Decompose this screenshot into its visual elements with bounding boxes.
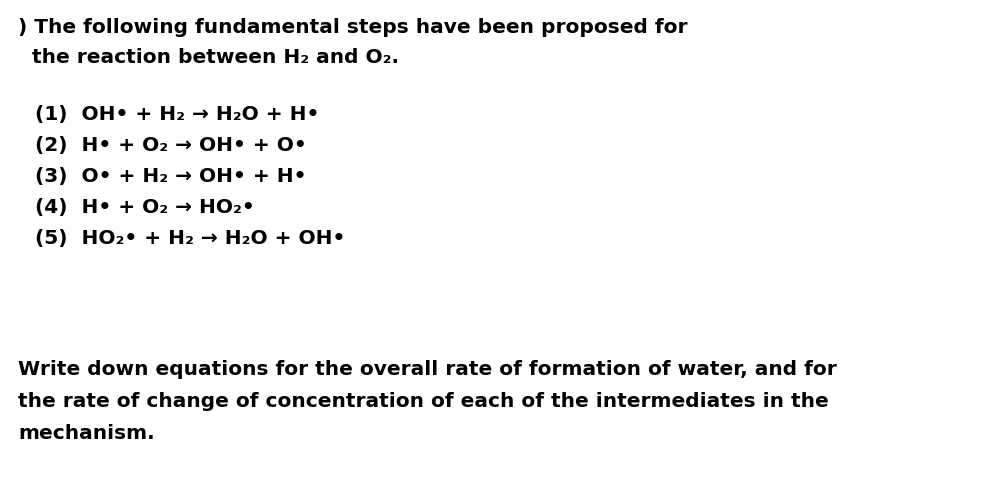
Text: (2)  H• + O₂ → OH• + O•: (2) H• + O₂ → OH• + O•	[35, 136, 306, 155]
Text: the reaction between H₂ and O₂.: the reaction between H₂ and O₂.	[18, 48, 399, 67]
Text: Write down equations for the overall rate of formation of water, and for: Write down equations for the overall rat…	[18, 360, 836, 379]
Text: (1)  OH• + H₂ → H₂O + H•: (1) OH• + H₂ → H₂O + H•	[35, 105, 319, 124]
Text: (3)  O• + H₂ → OH• + H•: (3) O• + H₂ → OH• + H•	[35, 167, 306, 186]
Text: ) The following fundamental steps have been proposed for: ) The following fundamental steps have b…	[18, 18, 688, 37]
Text: (5)  HO₂• + H₂ → H₂O + OH•: (5) HO₂• + H₂ → H₂O + OH•	[35, 229, 345, 248]
Text: mechanism.: mechanism.	[18, 424, 155, 443]
Text: (4)  H• + O₂ → HO₂•: (4) H• + O₂ → HO₂•	[35, 198, 254, 217]
Text: the rate of change of concentration of each of the intermediates in the: the rate of change of concentration of e…	[18, 392, 828, 411]
